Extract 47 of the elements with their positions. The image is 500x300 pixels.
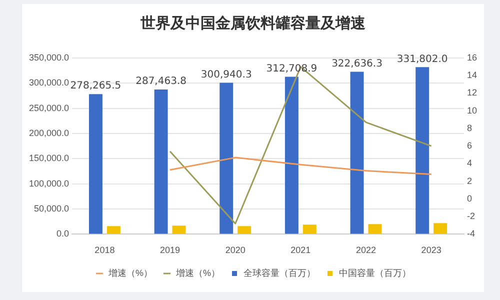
y-tick-label: 300,000.0: [28, 78, 70, 88]
legend-label: 中国容量（百万）: [339, 268, 411, 278]
y2-tick-label: 12: [466, 88, 478, 98]
data-label: 278,265.5: [70, 80, 122, 92]
x-tick-label: 2023: [421, 245, 442, 256]
bar: [434, 223, 448, 234]
y2-tick-label: -2: [466, 211, 476, 222]
bar: [154, 89, 168, 234]
y-tick-label: 100,000.0: [28, 178, 70, 188]
y2-tick-label: 2: [466, 176, 472, 186]
y-tick-label: 150,000.0: [28, 153, 70, 164]
x-tick-label: 2019: [160, 245, 180, 256]
bar: [238, 226, 252, 234]
y2-tick-label: -4: [466, 228, 476, 239]
y-tick-label: 350,000.0: [28, 52, 70, 62]
y-tick-label: 50,000.0: [34, 204, 70, 214]
y2-tick-label: 14: [466, 70, 478, 80]
chart-title: 世界及中国金属饮料罐容量及增速: [140, 14, 366, 33]
y2-tick-label: 6: [466, 140, 472, 151]
data-label: 287,463.8: [136, 76, 186, 88]
y2-tick-label: 10: [466, 105, 478, 116]
x-tick-label: 2021: [290, 245, 311, 256]
legend-label: 增速（%）: [175, 268, 220, 278]
bar: [106, 226, 120, 234]
x-tick-label: 2018: [94, 245, 115, 256]
bar: [220, 82, 234, 234]
y2-tick-label: 4: [466, 158, 472, 168]
bar: [302, 224, 316, 234]
y2-tick-label: 8: [466, 122, 472, 133]
bar: [416, 67, 430, 234]
x-tick-label: 2022: [356, 245, 376, 256]
y-tick-label: 0.0: [56, 228, 70, 239]
y2-tick-label: 16: [466, 52, 478, 62]
bar: [172, 226, 186, 234]
x-tick-label: 2020: [225, 245, 246, 256]
legend-label: 全球容量（百万）: [244, 268, 316, 278]
bar: [368, 224, 382, 234]
data-label: 300,940.3: [200, 69, 252, 80]
y2-tick-label: 0: [466, 193, 472, 204]
bar: [284, 76, 298, 234]
legend-label: 增速（%）: [108, 268, 153, 278]
y-tick-label: 250,000.0: [28, 102, 70, 113]
data-label: 322,636.3: [332, 58, 382, 70]
y-tick-label: 200,000.0: [28, 128, 70, 138]
data-label: 331,802.0: [396, 54, 448, 65]
bar: [350, 72, 364, 234]
bar: [88, 94, 102, 234]
